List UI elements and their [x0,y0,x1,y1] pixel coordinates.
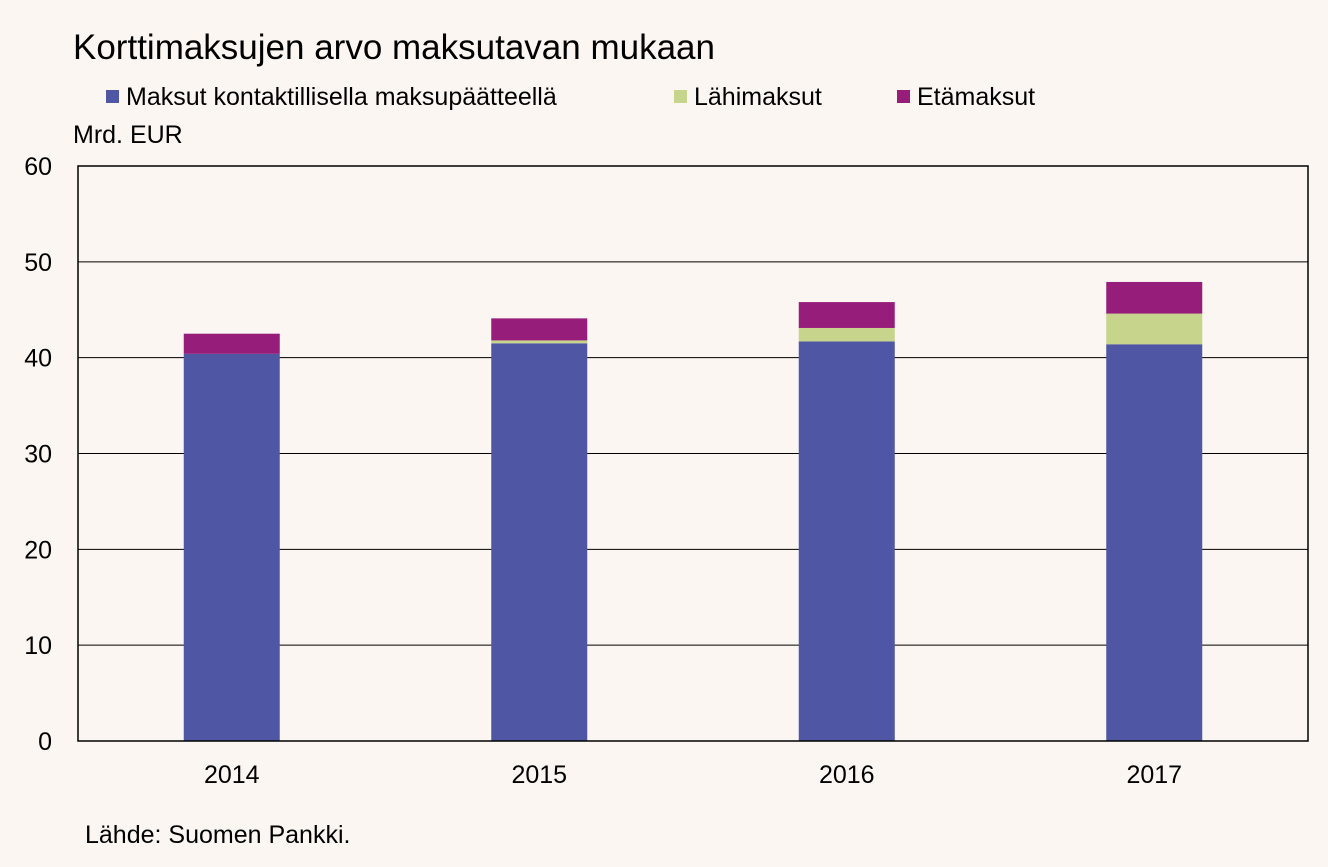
bars [183,281,1203,741]
plot-frame [77,165,1309,742]
x-axis-ticks: 2014 2015 2016 2017 [204,761,1182,789]
bar-2015-series-0 [491,343,588,741]
bar-2014-series-2 [183,333,280,354]
y-axis-unit-label: Mrd. EUR [73,121,183,149]
bar-2015-series-1 [491,340,588,344]
y-tick-label-10: 10 [24,632,52,660]
bar-2017-series-2 [1106,281,1203,314]
bar-2017-series-1 [1106,313,1203,345]
bar-2016-series-0 [798,341,895,741]
grid-lines [78,261,1308,646]
legend-swatch-contact [106,90,119,103]
legend-label-remote: Etämaksut [917,83,1036,111]
chart-title: Korttimaksujen arvo maksutavan mukaan [73,28,715,67]
bar-2017-series-0 [1106,344,1203,741]
legend-swatch-contactless [674,90,687,103]
x-tick-label-2014: 2014 [204,761,260,789]
bar-2016-series-1 [798,327,895,342]
legend-label-contactless: Lähimaksut [694,83,822,111]
y-tick-label-60: 60 [24,153,52,181]
y-axis-ticks: 0 10 20 30 40 50 60 [24,153,52,756]
y-tick-label-20: 20 [24,536,52,564]
bar-2015-series-2 [491,318,588,341]
bar-2014-series-0 [183,353,280,741]
x-tick-label-2016: 2016 [819,761,875,789]
bar-2016-series-2 [798,302,895,328]
y-tick-label-30: 30 [24,441,52,469]
x-tick-label-2015: 2015 [511,761,567,789]
legend-label-contact: Maksut kontaktillisella maksupäätteellä [126,83,557,111]
source-note: Lähde: Suomen Pankki. [85,821,351,849]
x-tick-label-2017: 2017 [1126,761,1182,789]
y-tick-label-50: 50 [24,249,52,277]
y-tick-label-0: 0 [38,728,52,756]
legend-swatch-remote [897,90,910,103]
y-tick-label-40: 40 [24,345,52,373]
